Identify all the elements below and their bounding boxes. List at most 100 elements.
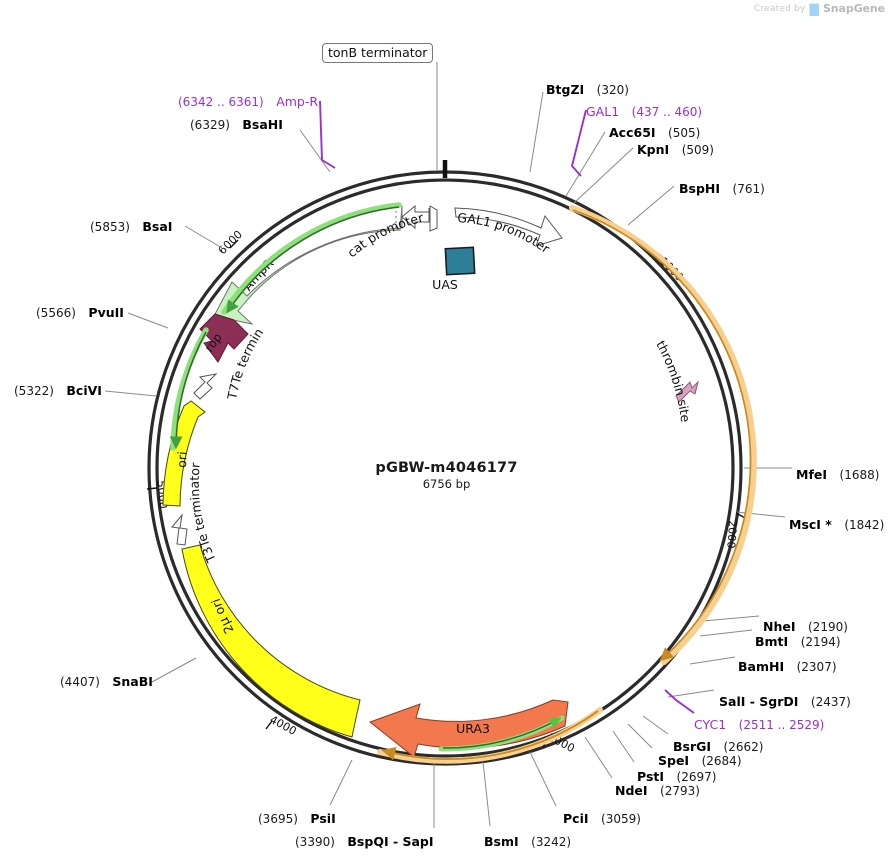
site-name: BsaHI [242,117,283,132]
snapgene-watermark: Created by ▇ SnapGene [754,2,885,15]
feature-bracket-cyc1 [664,689,695,714]
feature-label-ura3: URA3 [456,721,490,736]
site-position: (2697) [676,770,717,784]
site-label-bsphi[interactable]: BspHI (761) [679,181,765,197]
site-name: BtgZI [546,82,585,97]
feature-uas[interactable]: UAS [432,246,476,292]
site-label-bspqi-sapi[interactable]: (3390) BspQI - SapI [295,834,434,850]
feature-ura3[interactable]: URA3 [368,699,569,758]
feature-bracket-ampr [319,100,336,169]
site-position: (2307) [796,660,837,674]
plasmid-name: pGBW-m4046177 [375,460,518,476]
site-label-bsmi[interactable]: BsmI (3242) [484,834,572,850]
site-label-bmti[interactable]: BmtI (2194) [755,634,841,650]
feature-label-thrombin-site: thrombin site [653,338,693,423]
site-label-bcivi[interactable]: (5322) BciVI [14,383,102,399]
site-label-bsai[interactable]: (5853) BsaI [90,219,173,235]
primer-ura3-green [438,715,565,752]
site-label-pcii[interactable]: PciI (3059) [563,811,641,827]
site-name: PciI [563,811,589,826]
site-name: MfeI [796,467,828,482]
site-label-bsahi[interactable]: (6329) BsaHI [190,117,283,133]
plasmid-title-block: pGBW-m4046177 6756 bp [0,460,893,491]
site-name: Amp-R [276,94,319,109]
primer-ori [169,327,209,451]
primer-right-orange [569,205,757,665]
site-name: NheI [763,619,796,634]
plasmid-size: 6756 bp [422,477,471,491]
site-name: BmtI [755,634,789,649]
site-label-spei[interactable]: SpeI (2684) [658,753,742,769]
svg-text:thrombin site: thrombin site [653,338,693,423]
site-name: KpnI [637,142,670,157]
site-label-cyc1[interactable]: CYC1 (2511 .. 2529) [694,717,825,733]
site-position: (2511 .. 2529) [738,718,825,732]
site-position: (6342 .. 6361) [178,95,264,109]
site-label-sali-sgrdi[interactable]: SalI - SgrDI (2437) [719,694,851,710]
site-name: NdeI [615,783,648,798]
site-label-gal1[interactable]: GAL1 (437 .. 460) [586,104,703,120]
snapgene-leaf-icon: ▇ [809,1,819,16]
site-position: (509) [681,143,714,157]
site-position: (3242) [531,835,572,849]
site-position: (320) [596,83,629,97]
site-label-amp-r[interactable]: (6342 .. 6361) Amp-R [178,94,319,110]
feature-label-uas: UAS [432,277,458,292]
site-position: (5853) [90,220,130,234]
site-position: (5566) [36,306,76,320]
site-label-ndei[interactable]: NdeI (2793) [615,783,700,799]
site-name: SnaBI [112,674,153,689]
site-position: (5322) [14,384,54,398]
watermark-prefix: Created by [754,3,806,14]
site-name: Acc65I [609,125,656,140]
site-position: (2437) [810,695,851,709]
site-name: BciVI [66,383,102,398]
site-label-pvuii[interactable]: (5566) PvuII [36,305,124,321]
feature-label-ori: ori [174,451,190,468]
primer-ura3-orange [377,707,603,764]
site-name: PstI [637,769,665,784]
primer-ampr [221,202,402,315]
site-position: (1688) [839,468,880,482]
site-position: (437 .. 460) [631,105,703,119]
leader-lines [104,62,792,828]
site-name: PsiI [310,811,336,826]
site-position: (1842) [844,518,885,532]
feature-bracket-gal1 [570,109,587,177]
watermark-brand: SnapGene [822,2,885,15]
site-name: BspHI [679,181,721,196]
site-position: (761) [732,182,765,196]
site-label-psii[interactable]: (3695) PsiI [258,811,336,827]
site-label-snabi[interactable]: (4407) SnaBI [60,674,153,690]
site-label-bamhi[interactable]: BamHI (2307) [738,660,837,675]
site-name: BsmI [484,834,519,849]
feature-thrombin-site[interactable]: thrombin site [653,338,699,423]
site-name: SpeI [658,753,690,768]
site-label-mfei[interactable]: MfeI (1688) [796,467,880,483]
svg-text:ori: ori [174,451,190,468]
site-position: (505) [668,126,701,140]
site-position: (2194) [800,635,841,649]
site-label-btgzi[interactable]: BtgZI (320) [546,82,629,98]
site-label-msci[interactable]: MscI * (1842) [789,518,885,533]
site-label-psti[interactable]: PstI (2697) [637,769,717,785]
site-label-acc65i[interactable]: Acc65I (505) [609,125,701,141]
site-name: GAL1 [586,104,620,119]
site-name: PvuII [88,305,124,320]
boxed-label-tonb-terminator[interactable]: tonB terminator [322,43,434,63]
site-label-kpni[interactable]: KpnI (509) [637,142,714,158]
site-name: BsaI [142,219,173,234]
site-position: (2793) [660,784,700,798]
site-name: SalI - SgrDI [719,694,799,709]
site-position: (6329) [190,118,230,132]
site-label-nhei[interactable]: NheI (2190) [763,619,848,635]
site-name: BspQI - SapI [347,834,434,849]
site-label-bsrgi[interactable]: BsrGI (2662) [673,740,763,755]
feature-ori[interactable]: ori [162,400,206,507]
site-position: (3390) [295,835,335,849]
site-position: (2190) [808,620,848,634]
feature-rop[interactable]: rop [199,313,249,363]
site-name: CYC1 [694,717,727,732]
